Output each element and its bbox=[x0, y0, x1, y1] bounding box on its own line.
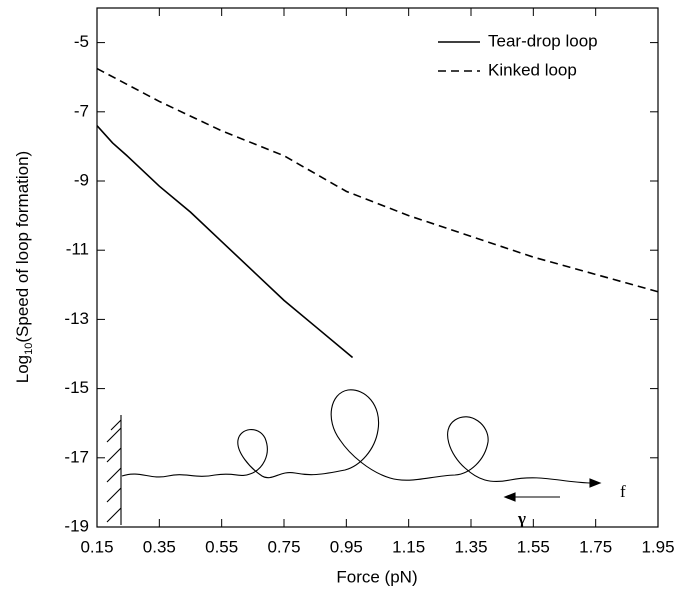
x-axis-label: Force (pN) bbox=[336, 567, 417, 586]
x-tick-label: 0.55 bbox=[205, 537, 238, 556]
y-tick-label: -13 bbox=[64, 309, 89, 328]
y-label-base: Log bbox=[13, 355, 32, 383]
x-tick-label: 1.75 bbox=[579, 537, 612, 556]
y-tick-label: -7 bbox=[74, 101, 89, 120]
y-axis-label: Log10(Speed of loop formation) bbox=[13, 151, 34, 383]
gamma-arrow-head bbox=[503, 492, 516, 502]
x-tick-label: 1.35 bbox=[454, 537, 487, 556]
y-tick-label: -11 bbox=[66, 240, 89, 259]
x-tick-label: 0.75 bbox=[267, 537, 300, 556]
y-tick-label: -9 bbox=[74, 170, 89, 189]
y-tick-label: -19 bbox=[64, 516, 89, 535]
x-tick-label: 1.15 bbox=[392, 537, 425, 556]
legend-label: Kinked loop bbox=[488, 60, 577, 79]
x-tick-label: 0.35 bbox=[143, 537, 176, 556]
y-tick-label: -17 bbox=[64, 447, 89, 466]
legend-label: Tear-drop loop bbox=[488, 31, 598, 50]
y-tick-label: -15 bbox=[64, 378, 89, 397]
plot-frame bbox=[96, 7, 659, 528]
force-label: f bbox=[620, 482, 626, 501]
y-label-subscript: 10 bbox=[23, 343, 35, 355]
y-tick-label: -5 bbox=[74, 32, 89, 51]
loop-illustration bbox=[106, 389, 602, 525]
x-tick-label: 1.95 bbox=[641, 537, 674, 556]
x-tick-label: 1.55 bbox=[517, 537, 550, 556]
series-line bbox=[96, 67, 659, 293]
force-arrow-head bbox=[589, 478, 602, 488]
y-label-rest: (Speed of loop formation) bbox=[13, 151, 32, 343]
gamma-label: γ bbox=[517, 509, 526, 528]
x-tick-label: 0.95 bbox=[330, 537, 363, 556]
filament bbox=[121, 389, 600, 484]
series-line bbox=[96, 125, 354, 359]
x-tick-label: 0.15 bbox=[80, 537, 113, 556]
wall-hatch bbox=[106, 419, 122, 523]
